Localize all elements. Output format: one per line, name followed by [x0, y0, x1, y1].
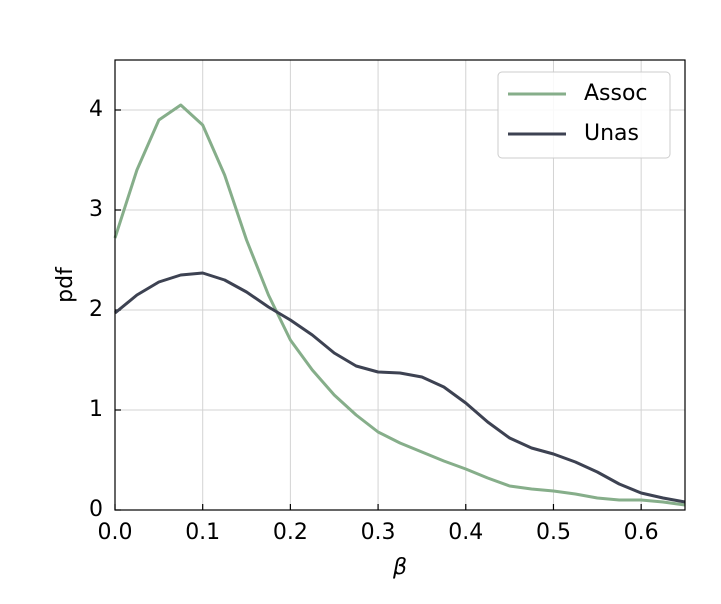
x-tick-label: 0.0 [98, 520, 133, 545]
y-axis-label: pdf [53, 266, 78, 303]
x-axis-label: β [392, 555, 407, 580]
x-tick-label: 0.4 [448, 520, 483, 545]
legend-label: Unas [584, 121, 639, 146]
series-line [114, 271, 686, 504]
y-tick-label: 3 [89, 197, 103, 222]
x-tick-label: 0.2 [273, 520, 308, 545]
x-tick-label: 0.3 [361, 520, 396, 545]
legend-label: Assoc [584, 81, 648, 106]
plot-frame [114, 59, 686, 511]
x-tick-label: 0.5 [536, 520, 571, 545]
y-tick-label: 2 [89, 297, 103, 322]
y-tick-label: 0 [89, 497, 103, 522]
series-line [113, 103, 686, 507]
y-tick-label: 4 [89, 97, 103, 122]
x-tick-label: 0.1 [185, 520, 220, 545]
x-tick-label: 0.6 [624, 520, 659, 545]
y-tick-label: 1 [89, 397, 103, 422]
